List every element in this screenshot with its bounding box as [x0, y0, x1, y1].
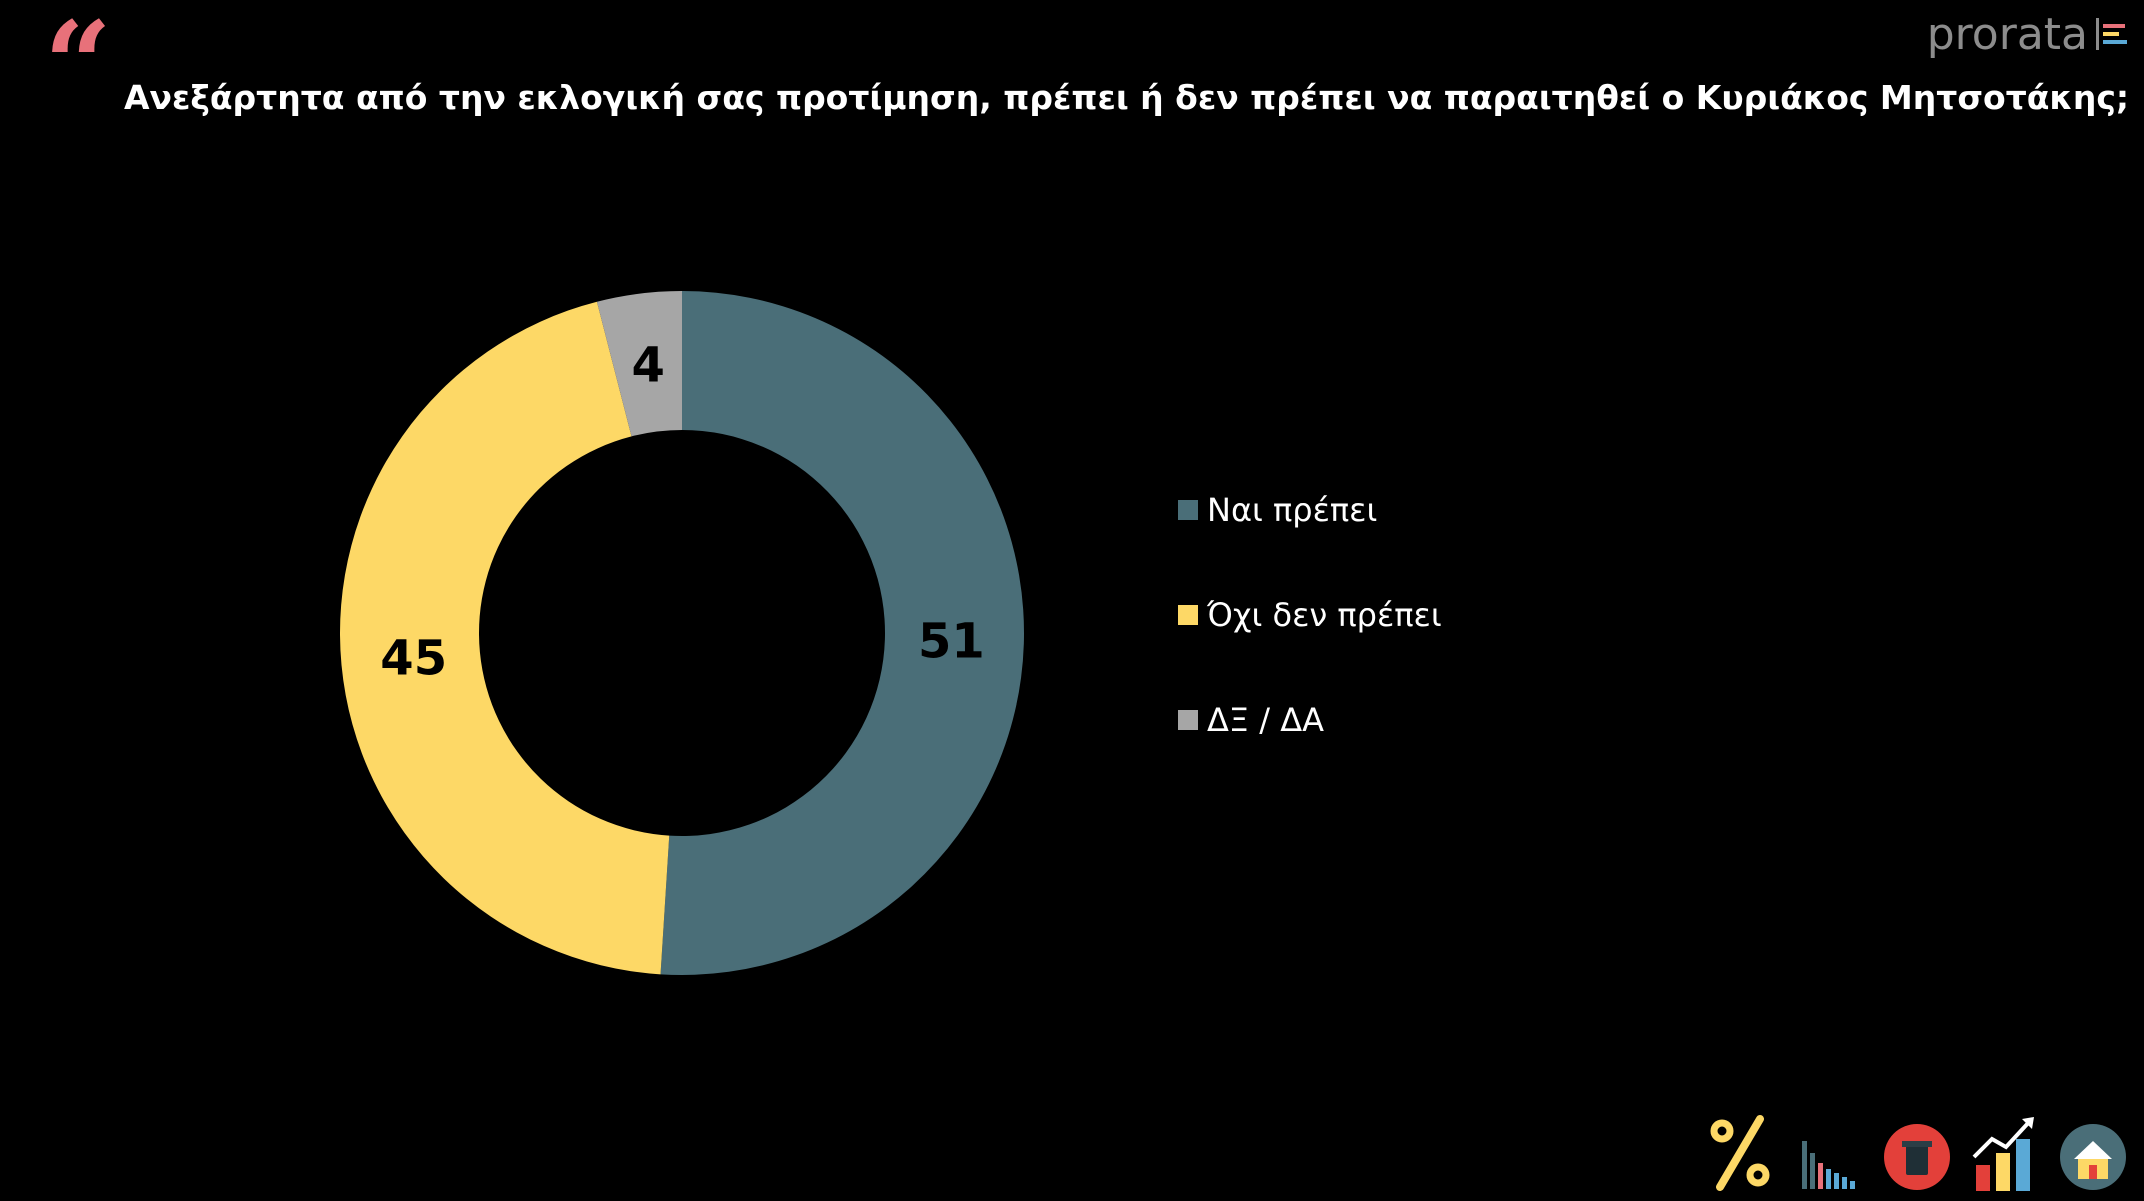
legend-item-yes: Ναι πρέπει [1178, 488, 1442, 532]
legend-swatch-yes [1178, 500, 1198, 520]
legend-item-no: Όχι δεν πρέπει [1178, 593, 1442, 637]
bar-chart-icon [1802, 1141, 1855, 1189]
donut-slice-1 [340, 301, 670, 975]
logo-mark-icon [2096, 18, 2127, 50]
donut-slice-0 [660, 291, 1025, 976]
ballot-icon [1884, 1124, 1950, 1190]
legend-label-dk: ΔΞ / ΔΑ [1207, 701, 1325, 739]
logo-text: prorata [1926, 8, 2088, 60]
donut-data-label-0: 51 [918, 613, 985, 669]
legend-swatch-no [1178, 605, 1198, 625]
chart-legend: Ναι πρέπει Όχι δεν πρέπει ΔΞ / ΔΑ [1178, 488, 1442, 803]
footer-icons [1706, 1103, 2128, 1193]
donut-data-label-2: 4 [632, 338, 665, 394]
legend-swatch-dk [1178, 710, 1198, 730]
growth-chart-icon [1972, 1117, 2034, 1191]
legend-label-no: Όχι δεν πρέπει [1207, 596, 1442, 634]
legend-label-yes: Ναι πρέπει [1207, 491, 1378, 529]
donut-data-label-1: 45 [380, 630, 447, 686]
percent-icon [1710, 1115, 1770, 1191]
legend-item-dk: ΔΞ / ΔΑ [1178, 698, 1442, 742]
quote-mark-icon: “ [44, 0, 112, 134]
prorata-logo: prorata [1927, 2, 2130, 66]
page-title: Ανεξάρτητα από την εκλογική σας προτίμησ… [124, 78, 2130, 117]
home-icon [2060, 1124, 2126, 1190]
donut-slice-2 [596, 291, 682, 437]
